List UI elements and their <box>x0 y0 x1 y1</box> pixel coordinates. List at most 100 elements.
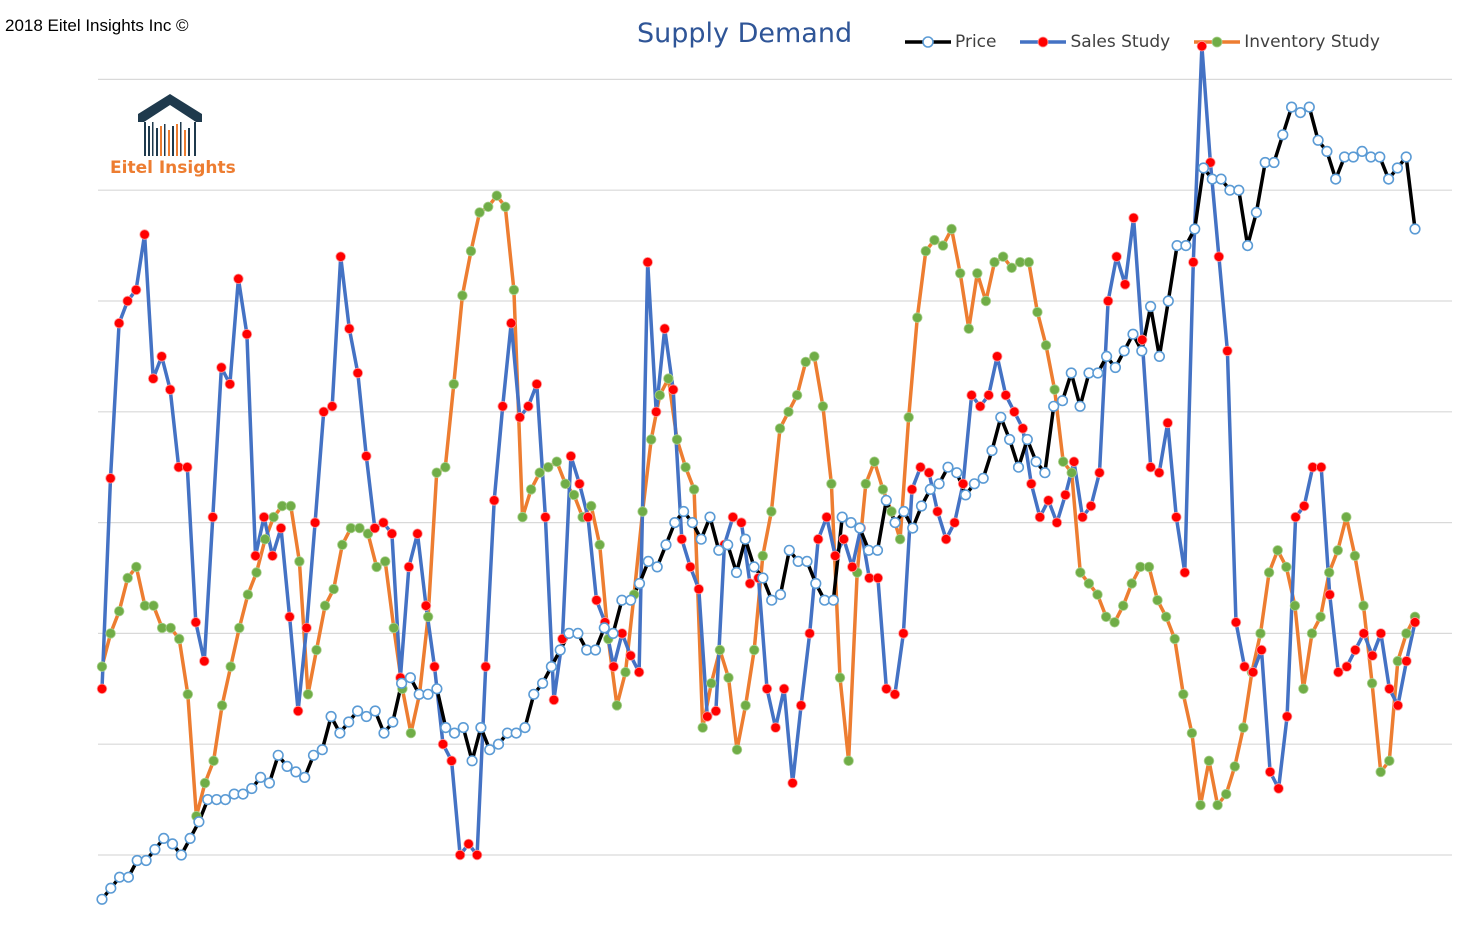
data-point-price <box>422 688 434 700</box>
data-point-price <box>1268 156 1280 169</box>
data-point-sales-study <box>685 561 696 573</box>
data-point-price <box>307 749 320 761</box>
data-point-sales-study <box>489 495 500 506</box>
data-point-sales-study <box>582 511 594 523</box>
data-point-inventory-study <box>697 722 708 733</box>
data-point-sales-study <box>190 617 202 628</box>
data-point-sales-study <box>642 257 653 268</box>
data-point-inventory-study <box>860 478 872 490</box>
data-point-price <box>854 522 866 534</box>
data-point-inventory-study <box>791 390 803 401</box>
data-point-sales-study <box>156 351 167 362</box>
data-point-price <box>889 516 901 529</box>
data-point-inventory-study <box>1075 567 1086 578</box>
data-point-price <box>1400 151 1412 163</box>
data-point-price <box>598 622 610 634</box>
data-point-sales-study <box>676 534 688 545</box>
data-point-sales-study <box>1051 517 1063 528</box>
data-point-inventory-study <box>1289 600 1301 611</box>
data-point-inventory-study <box>1358 600 1369 611</box>
data-point-sales-study <box>1153 467 1165 478</box>
data-point-inventory-study <box>1298 683 1309 695</box>
series-line-price <box>100 105 1417 901</box>
data-point-sales-study <box>1324 589 1335 600</box>
data-point-sales-study <box>881 683 892 695</box>
data-point-sales-study <box>778 683 790 695</box>
data-point-price <box>625 594 637 606</box>
data-point-inventory-study <box>345 522 357 534</box>
data-point-sales-study <box>540 511 551 523</box>
data-point-price <box>369 705 381 717</box>
data-point-price <box>343 716 355 728</box>
data-point-sales-study <box>497 401 508 412</box>
data-point-sales-study <box>659 323 670 334</box>
data-point-sales-study <box>96 683 108 695</box>
data-point-price <box>325 710 337 723</box>
data-point-price <box>272 749 284 761</box>
data-point-price <box>845 516 857 529</box>
data-point-price <box>959 489 972 501</box>
data-point-price <box>1065 367 1077 379</box>
data-point-inventory-study <box>740 700 751 711</box>
data-point-price <box>96 893 108 905</box>
data-point-sales-study <box>1077 511 1088 523</box>
data-point-price <box>528 688 540 700</box>
data-point-price <box>1312 134 1324 146</box>
data-point-inventory-study <box>388 622 400 634</box>
data-point-sales-study <box>727 511 739 523</box>
data-point-inventory-study <box>723 672 734 683</box>
data-point-inventory-study <box>903 412 914 423</box>
data-point-sales-study <box>736 517 747 528</box>
data-point-sales-study <box>1367 650 1378 661</box>
data-point-inventory-study <box>1057 456 1069 467</box>
data-point-price <box>572 627 584 640</box>
data-point-inventory-study <box>277 500 288 512</box>
data-point-sales-study <box>369 522 381 534</box>
data-point-inventory-study <box>380 556 391 567</box>
data-point-sales-study <box>233 273 244 285</box>
data-point-sales-study <box>1119 279 1131 290</box>
data-point-sales-study <box>258 511 270 523</box>
legend-swatch-sales-study <box>1020 36 1067 48</box>
data-point-inventory-study <box>517 511 528 523</box>
data-point-sales-study <box>548 694 560 706</box>
data-point-price <box>1012 461 1025 473</box>
data-point-price <box>704 511 716 523</box>
data-point-inventory-study <box>920 245 932 257</box>
data-point-sales-study <box>173 462 184 473</box>
data-point-price <box>316 744 328 756</box>
data-point-price <box>1347 151 1359 163</box>
data-point-sales-study <box>531 378 543 390</box>
data-point-price <box>263 777 276 789</box>
data-point-sales-study <box>1060 489 1071 501</box>
legend-label-sales-study: Sales Study <box>1070 32 1171 52</box>
data-point-sales-study <box>113 318 125 329</box>
data-point-sales-study <box>1230 617 1242 628</box>
data-point-sales-study <box>1162 417 1173 429</box>
data-point-sales-study <box>267 550 278 562</box>
data-point-price <box>607 627 619 640</box>
data-point-inventory-study <box>817 401 829 412</box>
data-point-inventory-study <box>912 312 923 323</box>
data-point-inventory-study <box>319 600 331 611</box>
data-point-inventory-study <box>156 622 168 634</box>
data-point-price <box>924 483 936 496</box>
data-point-inventory-study <box>946 223 957 235</box>
data-point-inventory-study <box>688 484 700 495</box>
data-point-sales-study <box>506 318 517 329</box>
data-point-inventory-study <box>1263 567 1275 578</box>
data-point-inventory-study <box>422 611 434 623</box>
data-point-inventory-study <box>96 661 108 672</box>
data-point-price <box>281 760 293 773</box>
data-point-price <box>1003 433 1016 446</box>
data-point-price <box>766 594 778 606</box>
data-point-price <box>660 539 672 551</box>
data-point-price <box>246 782 258 795</box>
data-point-sales-study <box>795 700 807 711</box>
data-point-sales-study <box>1068 456 1080 467</box>
data-point-inventory-study <box>1032 306 1043 318</box>
data-point-inventory-study <box>208 755 219 767</box>
data-point-sales-study <box>335 251 346 262</box>
data-point-price <box>669 516 681 529</box>
data-point-price <box>774 588 787 601</box>
